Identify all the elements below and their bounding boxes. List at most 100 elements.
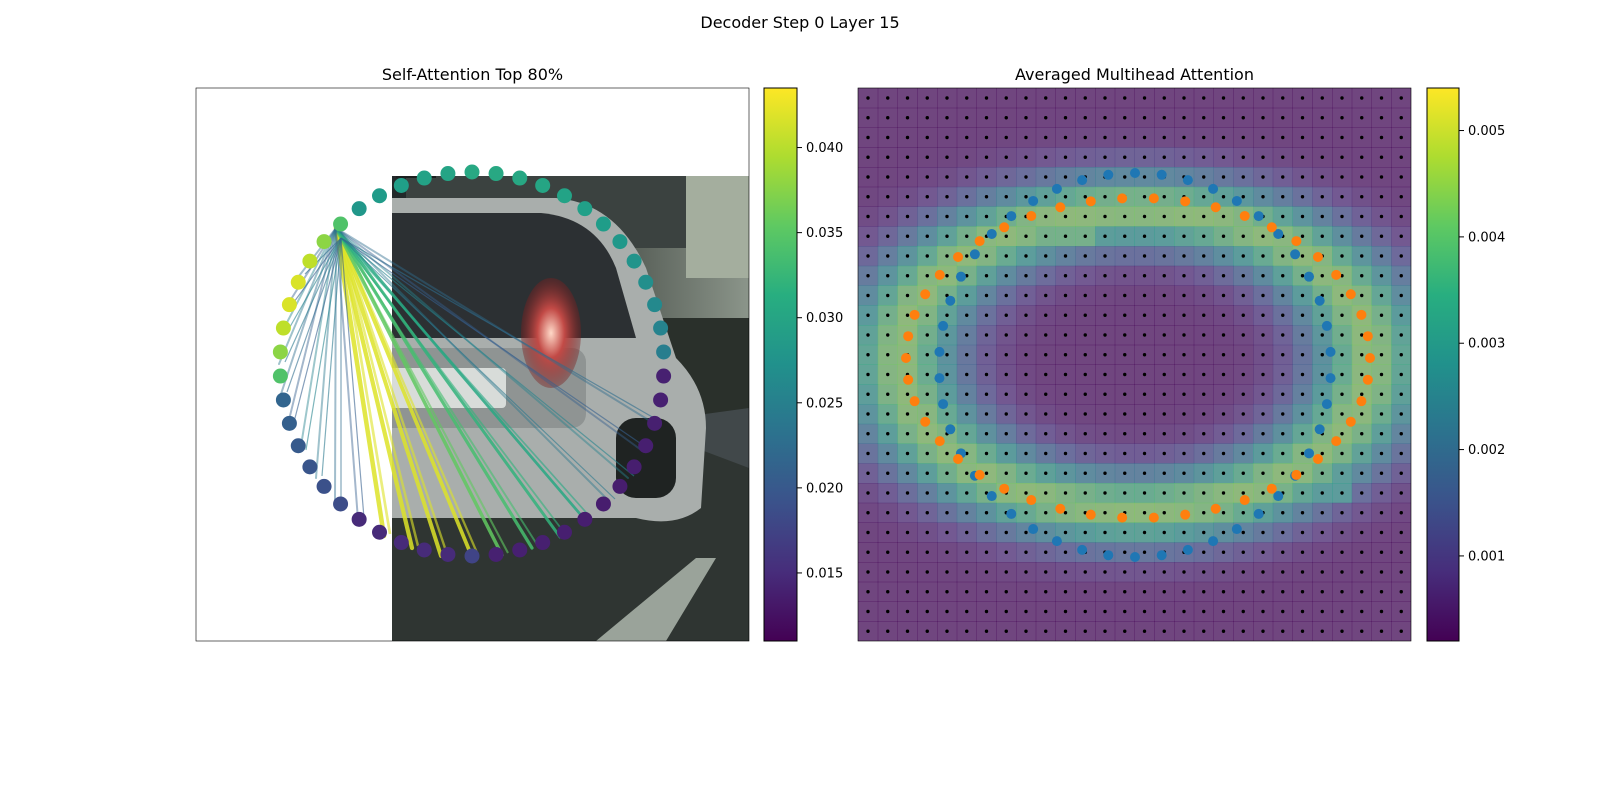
orange-point xyxy=(1312,252,1323,263)
ring-point xyxy=(638,274,654,290)
ring-point xyxy=(653,392,669,408)
attention-line xyxy=(335,227,610,502)
ring-point xyxy=(316,234,332,250)
inner-blue-points xyxy=(934,168,1336,562)
orange-point xyxy=(1362,331,1373,342)
blue-point xyxy=(969,249,980,260)
orange-point xyxy=(1356,396,1367,407)
blue-point xyxy=(945,424,956,435)
self-attention-title: Self-Attention Top 80% xyxy=(381,65,564,84)
ring-point xyxy=(612,478,628,494)
ring-point xyxy=(556,524,572,540)
orange-point xyxy=(999,483,1010,494)
orange-point xyxy=(920,289,931,300)
blue-point xyxy=(934,346,945,357)
attention-line xyxy=(284,237,342,363)
orange-point xyxy=(901,353,911,363)
blue-point xyxy=(1304,271,1315,282)
blue-point xyxy=(1006,211,1017,222)
blue-point xyxy=(1028,524,1039,535)
orange-point xyxy=(1117,193,1128,204)
orange-point xyxy=(974,236,985,247)
blue-point xyxy=(1006,508,1017,519)
orange-point xyxy=(909,396,920,407)
colorbar-tick-label: 0.025 xyxy=(806,396,843,411)
ring-point xyxy=(647,415,663,431)
blue-point xyxy=(1273,228,1284,239)
ring-point xyxy=(647,297,663,313)
figure-title: Decoder Step 0 Layer 15 xyxy=(700,13,900,32)
blue-point xyxy=(1253,211,1264,222)
attention-heatmap xyxy=(858,88,1411,641)
orange-point xyxy=(1239,495,1250,506)
blue-point xyxy=(1321,320,1332,331)
ring-point xyxy=(535,177,551,193)
blue-point xyxy=(1130,168,1140,178)
ring-point xyxy=(464,164,480,180)
attention-line xyxy=(340,237,539,547)
orange-point xyxy=(934,436,945,447)
ring-point xyxy=(302,253,318,269)
ring-point xyxy=(393,535,409,551)
ring-point xyxy=(488,546,504,562)
orange-point xyxy=(1055,202,1066,213)
ring-point xyxy=(512,542,528,558)
ring-point xyxy=(653,320,669,336)
blue-point xyxy=(1325,373,1336,384)
ring-point xyxy=(316,478,332,494)
ring-point xyxy=(656,344,672,360)
attention-line xyxy=(333,225,415,551)
orange-point xyxy=(1239,210,1250,221)
attention-line xyxy=(339,237,480,556)
orange-point xyxy=(999,222,1010,233)
ring-point xyxy=(535,535,551,551)
blue-point xyxy=(1182,175,1193,186)
orange-point xyxy=(1117,512,1128,523)
ring-point xyxy=(290,274,306,290)
colorbar-tick-label: 0.040 xyxy=(806,141,843,156)
blue-point xyxy=(938,320,949,331)
attention-line xyxy=(340,237,593,520)
colorbar-tick-label: 0.020 xyxy=(806,481,843,496)
left-colorbar: 0.015 0.020 0.025 0.030 0.035 0.040 xyxy=(763,87,843,642)
reference-grid-dots xyxy=(866,96,1403,633)
ring-point xyxy=(272,344,288,360)
blue-point xyxy=(1208,183,1219,194)
left-image-panel xyxy=(195,87,750,642)
ring-point xyxy=(333,216,349,232)
ring-point xyxy=(290,438,306,454)
orange-point xyxy=(1148,193,1159,204)
blue-point xyxy=(1103,550,1114,561)
orange-point xyxy=(1085,196,1096,207)
right-colorbar: 0.001 0.002 0.003 0.004 0.005 xyxy=(1426,87,1505,642)
blue-point xyxy=(934,373,945,384)
attention-line xyxy=(334,226,588,523)
blue-point xyxy=(1028,195,1039,206)
orange-point xyxy=(1180,509,1191,520)
attention-line xyxy=(335,227,359,521)
blue-point xyxy=(1103,169,1114,180)
orange-point xyxy=(1312,453,1323,464)
blue-point xyxy=(1156,550,1167,561)
attention-line xyxy=(293,237,342,423)
blue-point xyxy=(938,399,949,410)
blue-point xyxy=(1208,536,1219,547)
orange-point xyxy=(974,469,985,480)
blue-point xyxy=(1051,183,1062,194)
orange-point xyxy=(934,269,945,280)
blue-point xyxy=(1325,346,1336,357)
colorbar-tick-label: 0.030 xyxy=(806,311,843,326)
orange-point xyxy=(1331,436,1342,447)
colorbar-tick-label: 0.005 xyxy=(1468,124,1505,139)
attention-line xyxy=(299,227,337,453)
blue-point xyxy=(945,295,956,306)
orange-point xyxy=(1345,416,1356,427)
blue-point xyxy=(1253,508,1264,519)
outer-orange-points xyxy=(901,193,1375,523)
orange-point xyxy=(1345,289,1356,300)
blue-point xyxy=(1182,544,1193,555)
attention-line xyxy=(321,237,342,477)
blue-point xyxy=(1051,536,1062,547)
attention-line xyxy=(334,226,443,558)
ring-point xyxy=(577,201,593,217)
